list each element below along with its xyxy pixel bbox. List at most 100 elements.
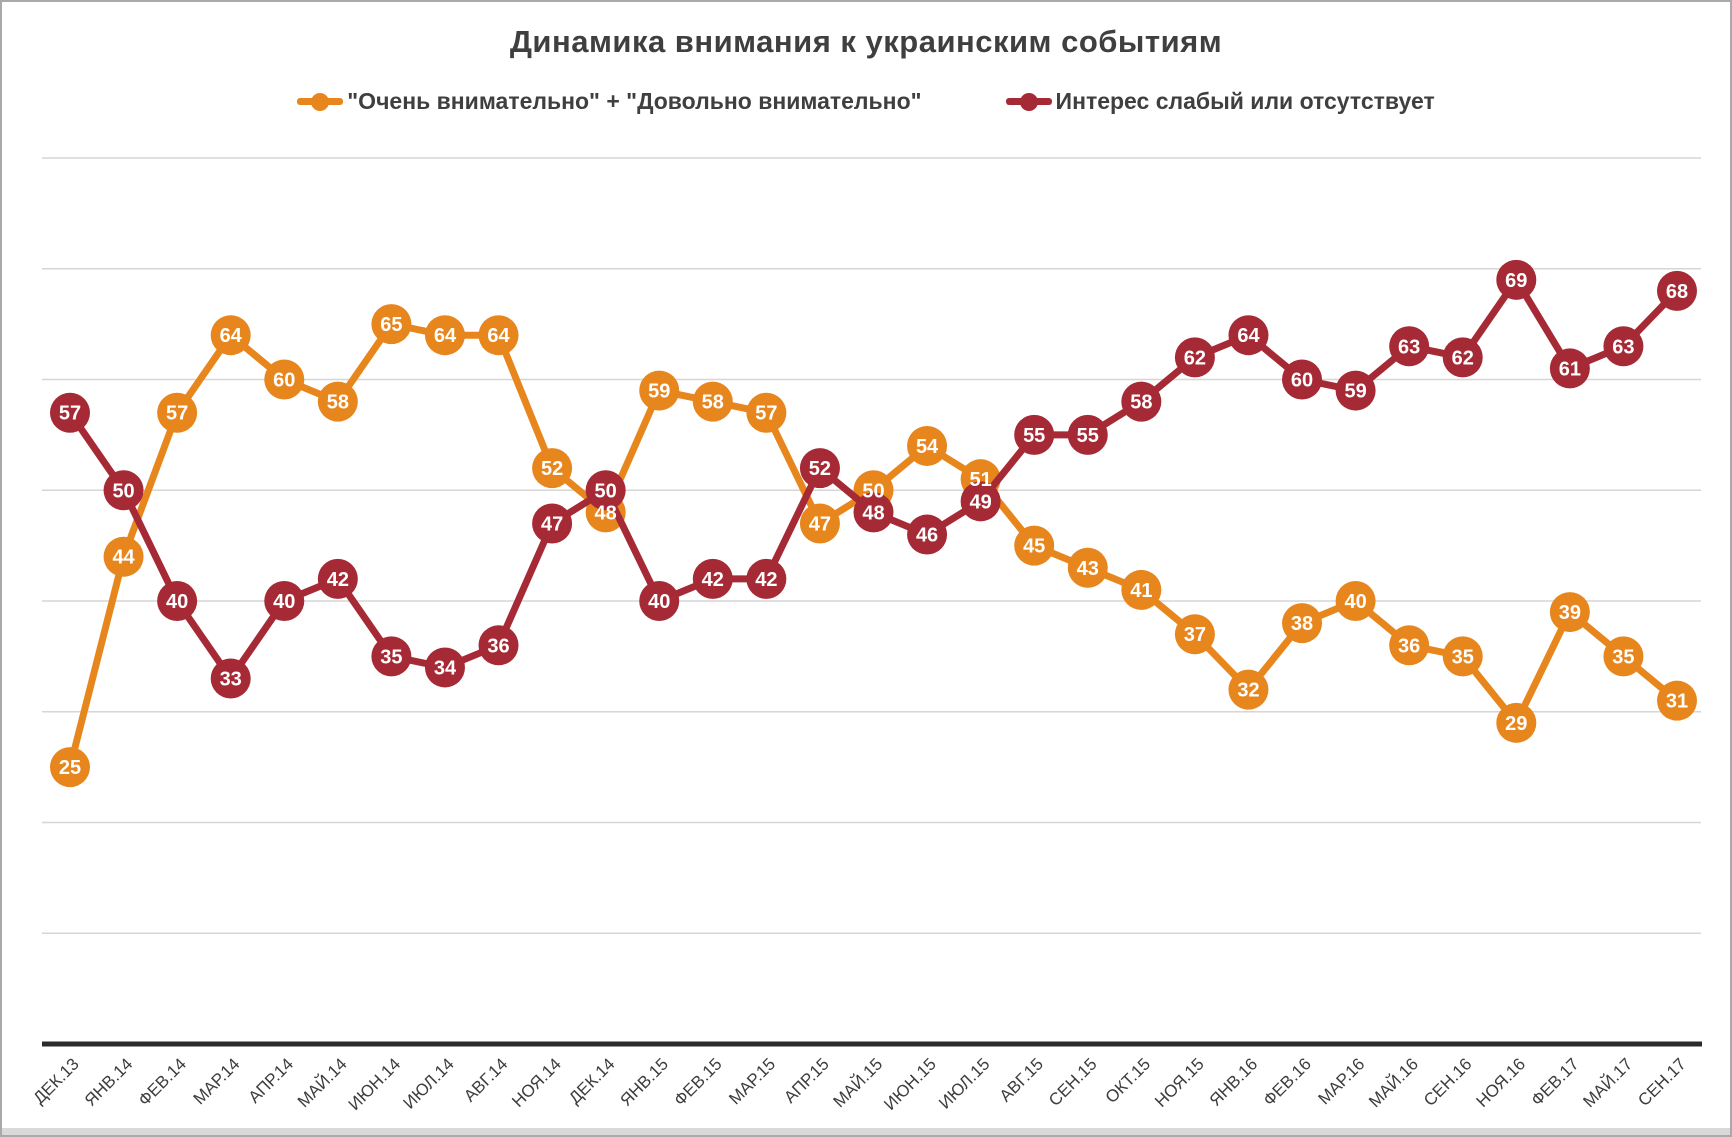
x-axis-label: АВГ.15 <box>996 1054 1047 1105</box>
data-point-label: 34 <box>434 657 457 679</box>
legend-label-weak-interest: Интерес слабый или отсутствует <box>1055 88 1435 114</box>
data-point-label: 47 <box>809 513 831 535</box>
data-point-marker <box>264 581 305 621</box>
legend-dot-red-icon <box>1019 92 1038 111</box>
data-point-marker <box>532 503 573 544</box>
data-point-marker <box>1282 603 1323 644</box>
data-point-label: 58 <box>1130 392 1152 414</box>
data-point-label: 40 <box>648 591 670 613</box>
data-point-marker <box>1121 381 1162 422</box>
data-point-label: 63 <box>1398 336 1420 358</box>
data-point-marker <box>1228 669 1269 710</box>
x-axis-label: ДЕК.14 <box>565 1054 618 1107</box>
data-point-marker <box>746 392 787 433</box>
data-point-label: 47 <box>541 513 563 535</box>
x-axis-label: МАЙ.14 <box>294 1054 351 1111</box>
data-point-label: 60 <box>273 370 295 392</box>
data-point-label: 64 <box>220 325 243 347</box>
data-point-label: 35 <box>380 646 402 668</box>
data-point-label: 46 <box>916 525 938 547</box>
data-point-label: 58 <box>327 392 349 414</box>
data-point-marker <box>1442 337 1483 378</box>
x-axis-label: МАЙ.16 <box>1365 1054 1422 1111</box>
data-point-marker <box>1389 625 1430 666</box>
data-point-marker <box>424 315 465 356</box>
x-axis-label: ОКТ.15 <box>1102 1054 1155 1107</box>
data-point-label: 64 <box>434 325 457 347</box>
data-point-marker <box>1335 581 1376 621</box>
data-point-label: 44 <box>112 547 135 569</box>
x-axis-label: ДЕК.13 <box>30 1054 83 1107</box>
data-point-label: 33 <box>220 669 242 691</box>
x-axis-label: ФЕВ.15 <box>670 1054 725 1109</box>
data-point-label: 43 <box>1077 558 1099 580</box>
data-point-label: 49 <box>970 491 992 513</box>
data-point-label: 42 <box>755 569 777 591</box>
data-point-marker <box>103 470 144 511</box>
x-axis-label: НОЯ.14 <box>508 1054 565 1111</box>
legend-dot-orange-icon <box>311 92 330 111</box>
data-point-marker <box>960 481 1001 522</box>
data-point-label: 50 <box>112 480 134 502</box>
data-point-marker <box>1657 270 1697 311</box>
data-point-label: 50 <box>862 480 884 502</box>
data-point-marker <box>478 625 519 666</box>
data-point-label: 31 <box>1666 691 1688 713</box>
data-point-marker <box>1067 414 1108 455</box>
data-point-marker <box>424 647 465 688</box>
legend-line-marker-orange-icon <box>297 92 344 111</box>
data-point-marker <box>799 448 840 489</box>
data-point-marker <box>371 304 412 345</box>
data-point-label: 41 <box>1130 580 1152 602</box>
data-point-label: 42 <box>327 569 349 591</box>
data-point-marker <box>1174 337 1215 378</box>
data-point-label: 65 <box>380 314 402 336</box>
data-point-label: 55 <box>1077 425 1099 447</box>
legend-line-marker-red-icon <box>1005 92 1052 111</box>
data-point-marker <box>532 448 573 489</box>
data-point-marker <box>907 425 948 466</box>
data-point-marker <box>692 558 733 599</box>
data-point-label: 40 <box>166 591 188 613</box>
data-point-marker <box>264 359 305 400</box>
data-point-marker <box>1228 315 1269 356</box>
data-point-marker <box>317 558 358 599</box>
x-axis-label: МАЙ.17 <box>1579 1054 1636 1111</box>
data-point-label: 29 <box>1505 713 1527 735</box>
data-point-marker <box>907 514 948 555</box>
x-axis-label: ФЕВ.16 <box>1260 1054 1315 1109</box>
data-point-label: 68 <box>1666 281 1688 303</box>
series-1-labels: 57 50 40 33 40 42 35 34 36 47 50 40 42 42 52 48 46 49 55 55… <box>59 270 1688 691</box>
x-axis-label: МАЙ.15 <box>830 1054 887 1111</box>
data-point-marker <box>157 581 198 621</box>
data-point-marker <box>50 747 90 788</box>
data-point-label: 60 <box>1291 370 1313 392</box>
data-point-marker <box>639 370 680 411</box>
data-point-label: 64 <box>1237 325 1260 347</box>
x-axis-label: ЯНВ.16 <box>1206 1054 1262 1110</box>
data-point-marker <box>1603 636 1644 677</box>
data-point-label: 32 <box>1237 680 1259 702</box>
data-point-label: 57 <box>755 403 777 425</box>
x-axis-label: ЯНВ.15 <box>617 1054 673 1110</box>
data-point-label: 57 <box>166 403 188 425</box>
data-point-label: 62 <box>1452 347 1474 369</box>
data-point-label: 48 <box>862 502 884 524</box>
series-0-labels: 25 44 57 64 60 58 65 64 64 52 48 59 58 57 47 50 54 51 45 43… <box>59 314 1688 779</box>
data-point-marker <box>639 581 680 621</box>
data-point-marker <box>210 315 251 356</box>
x-axis-label: НОЯ.15 <box>1151 1054 1208 1111</box>
data-point-label: 25 <box>59 757 81 779</box>
data-point-marker <box>157 392 198 433</box>
data-point-label: 59 <box>648 381 670 403</box>
x-axis-label: СЕН.17 <box>1634 1054 1690 1110</box>
data-point-label: 69 <box>1505 270 1527 292</box>
data-point-label: 64 <box>487 325 510 347</box>
data-point-marker <box>1282 359 1323 400</box>
x-axis-label: СЕН.16 <box>1420 1054 1476 1110</box>
data-point-label: 52 <box>541 458 563 480</box>
x-axis-label: МАР.15 <box>725 1054 779 1108</box>
